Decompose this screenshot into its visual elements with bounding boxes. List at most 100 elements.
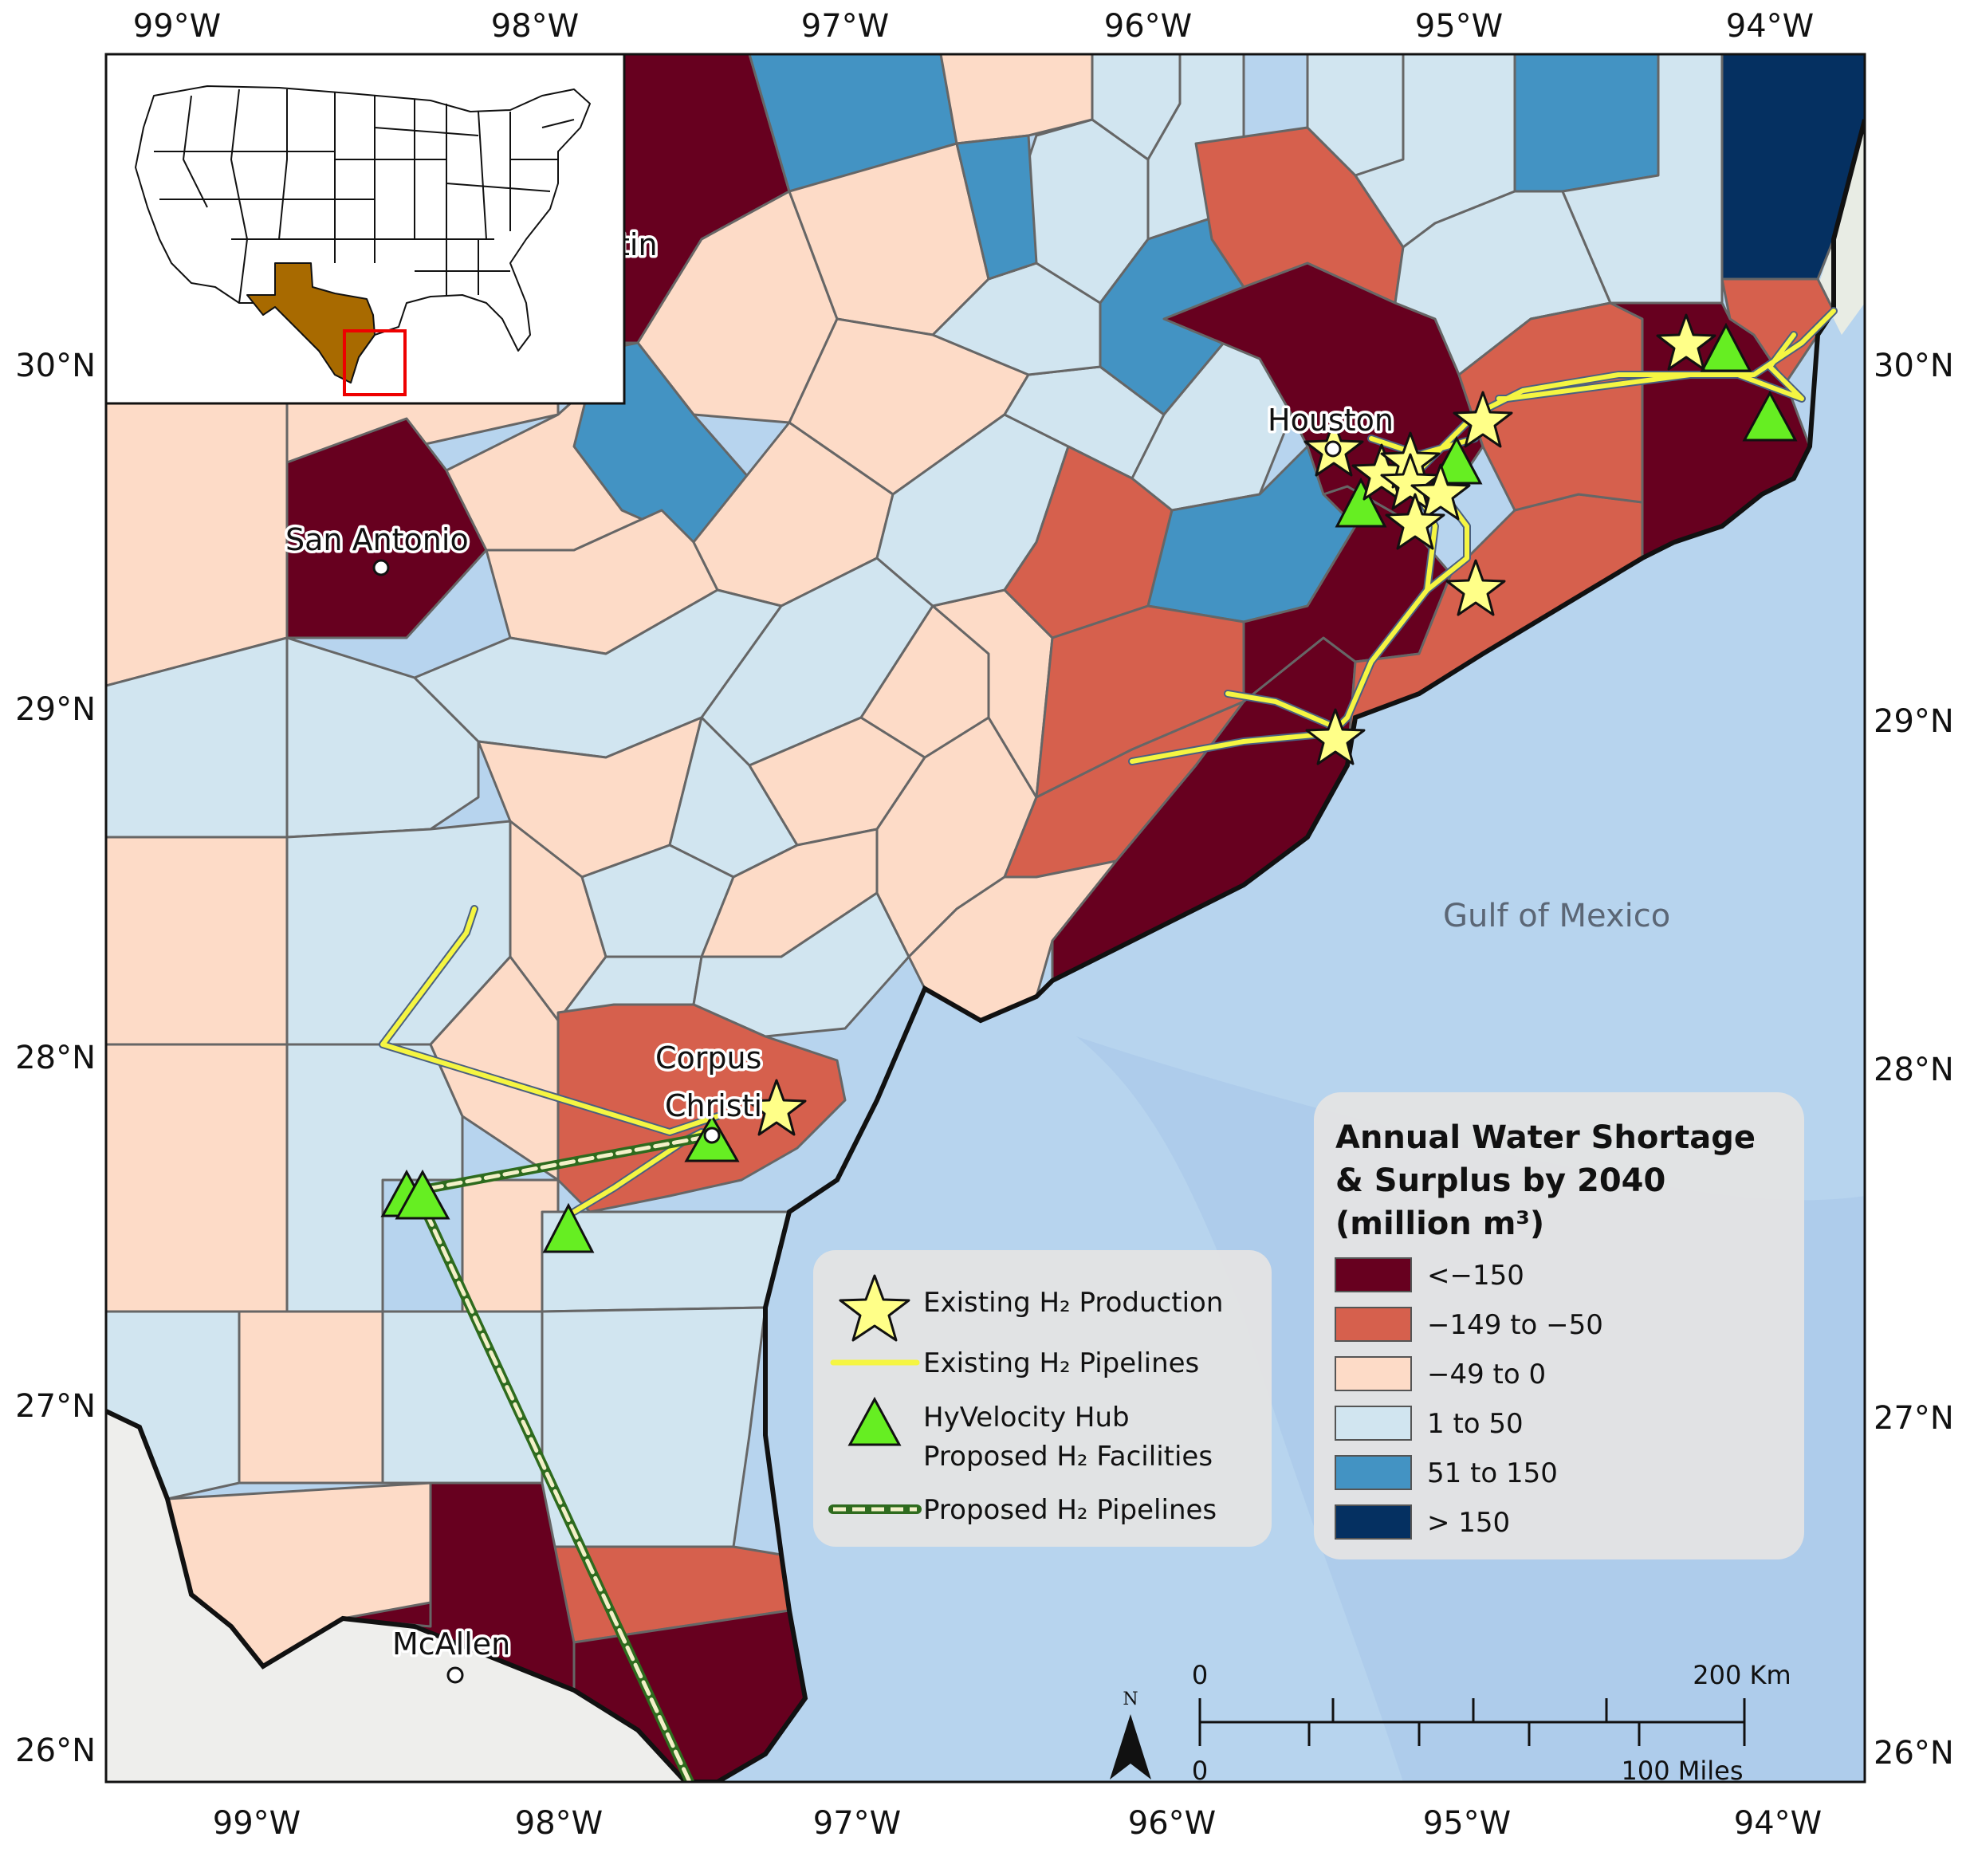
county xyxy=(541,1306,767,1548)
county xyxy=(238,1310,384,1485)
water-legend-box xyxy=(1314,1092,1804,1559)
city-label: Corpus xyxy=(655,1040,761,1076)
symbol-legend: Existing H₂ Production Existing H₂ Pipel… xyxy=(813,1250,1272,1547)
production-star xyxy=(1385,493,1445,550)
lat-tick: 27°N xyxy=(15,1388,96,1425)
facility-triangle xyxy=(1335,477,1387,528)
city-dot-mcallen xyxy=(446,1666,464,1684)
lon-tick: 97°W xyxy=(801,8,889,45)
production-star xyxy=(1453,391,1513,448)
lat-tick: 28°N xyxy=(15,1040,96,1076)
north-arrow-icon xyxy=(1110,1714,1151,1780)
facility-triangle xyxy=(1700,322,1752,372)
legend-swatch xyxy=(1335,1455,1412,1490)
county xyxy=(106,836,289,1046)
inset-state-lines xyxy=(154,88,575,304)
city-dot-san-antonio xyxy=(372,559,390,576)
city-label: Christi xyxy=(665,1088,762,1123)
north-arrow: N xyxy=(1110,1689,1151,1780)
lon-tick: 96°W xyxy=(1128,1805,1216,1842)
legend-swatch xyxy=(1335,1307,1412,1342)
lat-tick: 29°N xyxy=(1874,703,1954,740)
legend-label: Existing H₂ Pipelines xyxy=(923,1347,1199,1379)
map-canvas: San Antonio Houston Corpus Christi McAll… xyxy=(106,54,1865,1782)
lat-labels-right: 30°N 29°N 28°N 27°N 26°N xyxy=(1874,348,1954,1772)
legend-label: Proposed H₂ Facilities xyxy=(923,1441,1213,1473)
legend-swatch xyxy=(1335,1356,1412,1391)
lon-tick: 98°W xyxy=(491,8,579,45)
legend-class-label: > 150 xyxy=(1427,1507,1510,1539)
legend-swatch xyxy=(1335,1504,1412,1540)
lon-tick: 96°W xyxy=(1104,8,1192,45)
lat-labels-left: 30°N 29°N 28°N 27°N 26°N xyxy=(15,348,96,1769)
legend-label: Existing H₂ Production xyxy=(923,1287,1223,1319)
production-star xyxy=(746,1079,807,1136)
symbol-legend-box xyxy=(813,1250,1272,1547)
city-label: San Antonio xyxy=(285,522,469,557)
lat-tick: 26°N xyxy=(15,1732,96,1769)
inset-extent-box xyxy=(343,329,407,396)
county xyxy=(429,955,560,1182)
lat-tick: 29°N xyxy=(15,691,96,728)
county xyxy=(106,1043,289,1313)
north-label: N xyxy=(1123,1689,1138,1709)
lat-tick: 30°N xyxy=(15,348,96,384)
lat-tick: 28°N xyxy=(1874,1052,1954,1088)
scale-km-zero: 0 xyxy=(1192,1660,1208,1690)
map-frame xyxy=(104,53,1866,1784)
county xyxy=(955,134,1038,281)
water-legend-title: Annual Water Shortage xyxy=(1335,1119,1756,1156)
coastline xyxy=(106,119,1865,1782)
inset-map xyxy=(104,53,626,405)
pipeline-existing xyxy=(380,907,720,1135)
county xyxy=(1513,54,1660,193)
scale-km-end: 200 Km xyxy=(1693,1660,1791,1690)
lon-labels-top: 99°W 98°W 97°W 96°W 95°W 94°W xyxy=(133,8,1814,45)
facility-triangle xyxy=(1430,435,1483,485)
production-sites xyxy=(746,313,1716,1136)
mexico-land xyxy=(106,1411,686,1782)
lon-tick: 99°W xyxy=(133,8,221,45)
legend-class-label: 1 to 50 xyxy=(1427,1408,1524,1440)
lon-tick: 95°W xyxy=(1415,8,1503,45)
city-label: Houston xyxy=(1268,403,1394,438)
scale-mi-end: 100 Miles xyxy=(1622,1756,1744,1786)
production-star xyxy=(1656,313,1716,371)
legend-label: Proposed H₂ Pipelines xyxy=(923,1494,1217,1526)
production-star xyxy=(1445,559,1506,616)
production-star xyxy=(1380,453,1441,510)
scale-mi-zero: 0 xyxy=(1192,1756,1208,1786)
pipeline-proposed xyxy=(416,1194,692,1782)
lon-labels-bottom: 99°W 98°W 97°W 96°W 95°W 94°W xyxy=(213,1805,1822,1842)
production-star xyxy=(1305,708,1366,765)
water-legend-title: & Surplus by 2040 xyxy=(1335,1162,1665,1199)
production-star xyxy=(1410,463,1471,521)
pipeline-proposed xyxy=(408,1134,712,1194)
county xyxy=(106,365,289,687)
lat-tick: 27°N xyxy=(1874,1400,1954,1437)
water-legend-title: (million m³) xyxy=(1335,1205,1544,1242)
legend-label: HyVelocity Hub xyxy=(923,1402,1130,1434)
lon-tick: 99°W xyxy=(213,1805,301,1842)
lon-tick: 95°W xyxy=(1423,1805,1511,1842)
legend-class-label: 51 to 150 xyxy=(1427,1457,1558,1489)
county xyxy=(1720,277,1835,384)
lon-tick: 94°W xyxy=(1734,1805,1822,1842)
water-label: Gulf of Mexico xyxy=(1443,898,1670,934)
scale-bar xyxy=(1198,1698,1746,1746)
legend-class-label: <−150 xyxy=(1427,1260,1524,1292)
lon-tick: 97°W xyxy=(813,1805,901,1842)
lat-tick: 26°N xyxy=(1874,1735,1954,1772)
county xyxy=(381,1310,544,1485)
facility-triangle xyxy=(395,1169,450,1220)
legend-star-icon xyxy=(839,1274,910,1342)
lat-tick: 30°N xyxy=(1874,348,1954,384)
city-label: McAllen xyxy=(392,1626,510,1662)
inset-us-outline xyxy=(135,85,591,383)
facility-triangle xyxy=(542,1202,595,1253)
legend-swatch xyxy=(1335,1257,1412,1292)
legend-class-label: −49 to 0 xyxy=(1427,1359,1546,1390)
legend-triangle-icon xyxy=(847,1396,902,1446)
legend-class-label: −149 to −50 xyxy=(1427,1309,1603,1341)
